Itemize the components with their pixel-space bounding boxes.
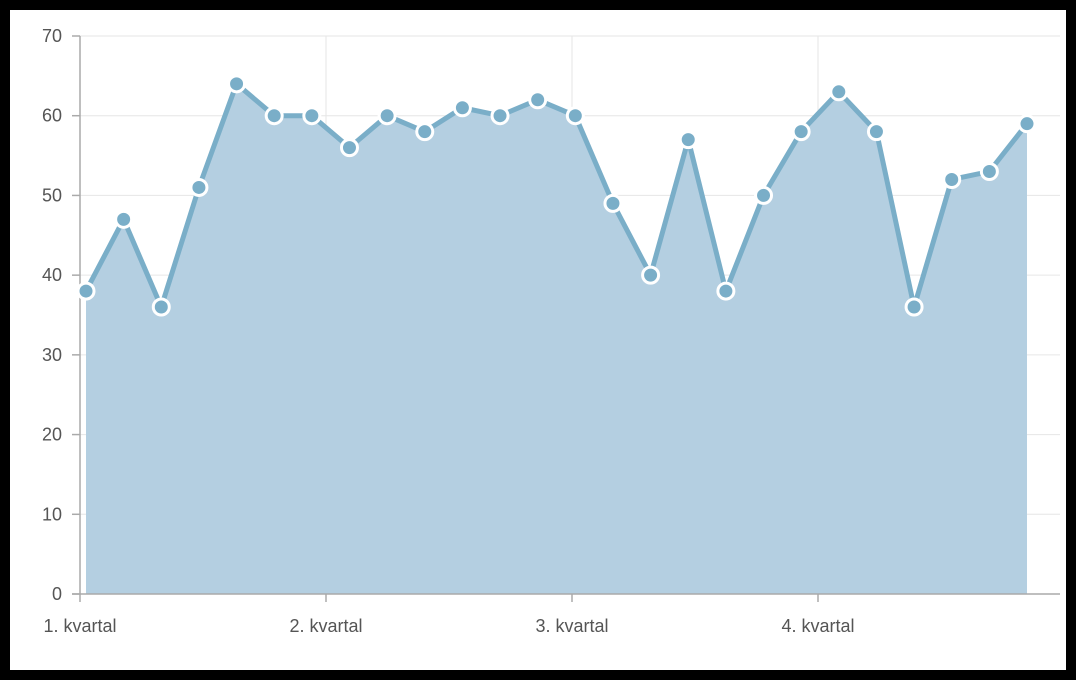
y-tick-label-0: 0 [52, 584, 62, 604]
y-tick-label-10: 10 [42, 504, 62, 524]
data-point-21 [829, 82, 849, 102]
data-point-8 [339, 138, 359, 158]
data-point-14 [565, 106, 585, 126]
data-point-15 [603, 193, 623, 213]
data-point-22 [866, 122, 886, 142]
data-point-12 [490, 106, 510, 126]
data-point-16 [641, 265, 661, 285]
y-tick-label-50: 50 [42, 185, 62, 205]
area-chart: 0 10 20 30 40 50 60 70 1. kvartal 2. kvartal 3. k… [42, 26, 1060, 636]
data-point-19 [754, 185, 774, 205]
x-tick-labels: 1. kvartal 2. kvartal 3. kvartal 4. kvartal [43, 616, 854, 636]
data-point-2 [114, 209, 134, 229]
data-point-1 [76, 281, 96, 301]
data-point-24 [942, 169, 962, 189]
data-point-10 [415, 122, 435, 142]
y-tick-labels: 0 10 20 30 40 50 60 70 [42, 26, 62, 604]
data-point-9 [377, 106, 397, 126]
data-point-26 [1017, 114, 1037, 134]
data-point-6 [264, 106, 284, 126]
data-point-20 [791, 122, 811, 142]
chart-frame: 0 10 20 30 40 50 60 70 1. kvartal 2. kvartal 3. k… [10, 10, 1066, 670]
y-tick-label-70: 70 [42, 26, 62, 46]
data-point-25 [979, 162, 999, 182]
axes [72, 35, 1060, 602]
x-tick-label-1: 1. kvartal [43, 616, 116, 636]
series-area-layer [83, 81, 1030, 594]
data-point-4 [189, 177, 209, 197]
series-area [86, 83, 1027, 594]
data-point-18 [716, 281, 736, 301]
data-point-17 [678, 130, 698, 150]
data-points [76, 74, 1037, 317]
y-tick-label-30: 30 [42, 345, 62, 365]
data-point-7 [302, 106, 322, 126]
x-tick-label-4: 4. kvartal [781, 616, 854, 636]
x-tick-label-2: 2. kvartal [289, 616, 362, 636]
y-tick-label-40: 40 [42, 265, 62, 285]
data-point-11 [452, 98, 472, 118]
data-point-5 [227, 74, 247, 94]
y-tick-label-20: 20 [42, 425, 62, 445]
y-tick-label-60: 60 [42, 106, 62, 126]
data-point-23 [904, 297, 924, 317]
data-point-3 [151, 297, 171, 317]
data-point-13 [528, 90, 548, 110]
x-tick-label-3: 3. kvartal [535, 616, 608, 636]
